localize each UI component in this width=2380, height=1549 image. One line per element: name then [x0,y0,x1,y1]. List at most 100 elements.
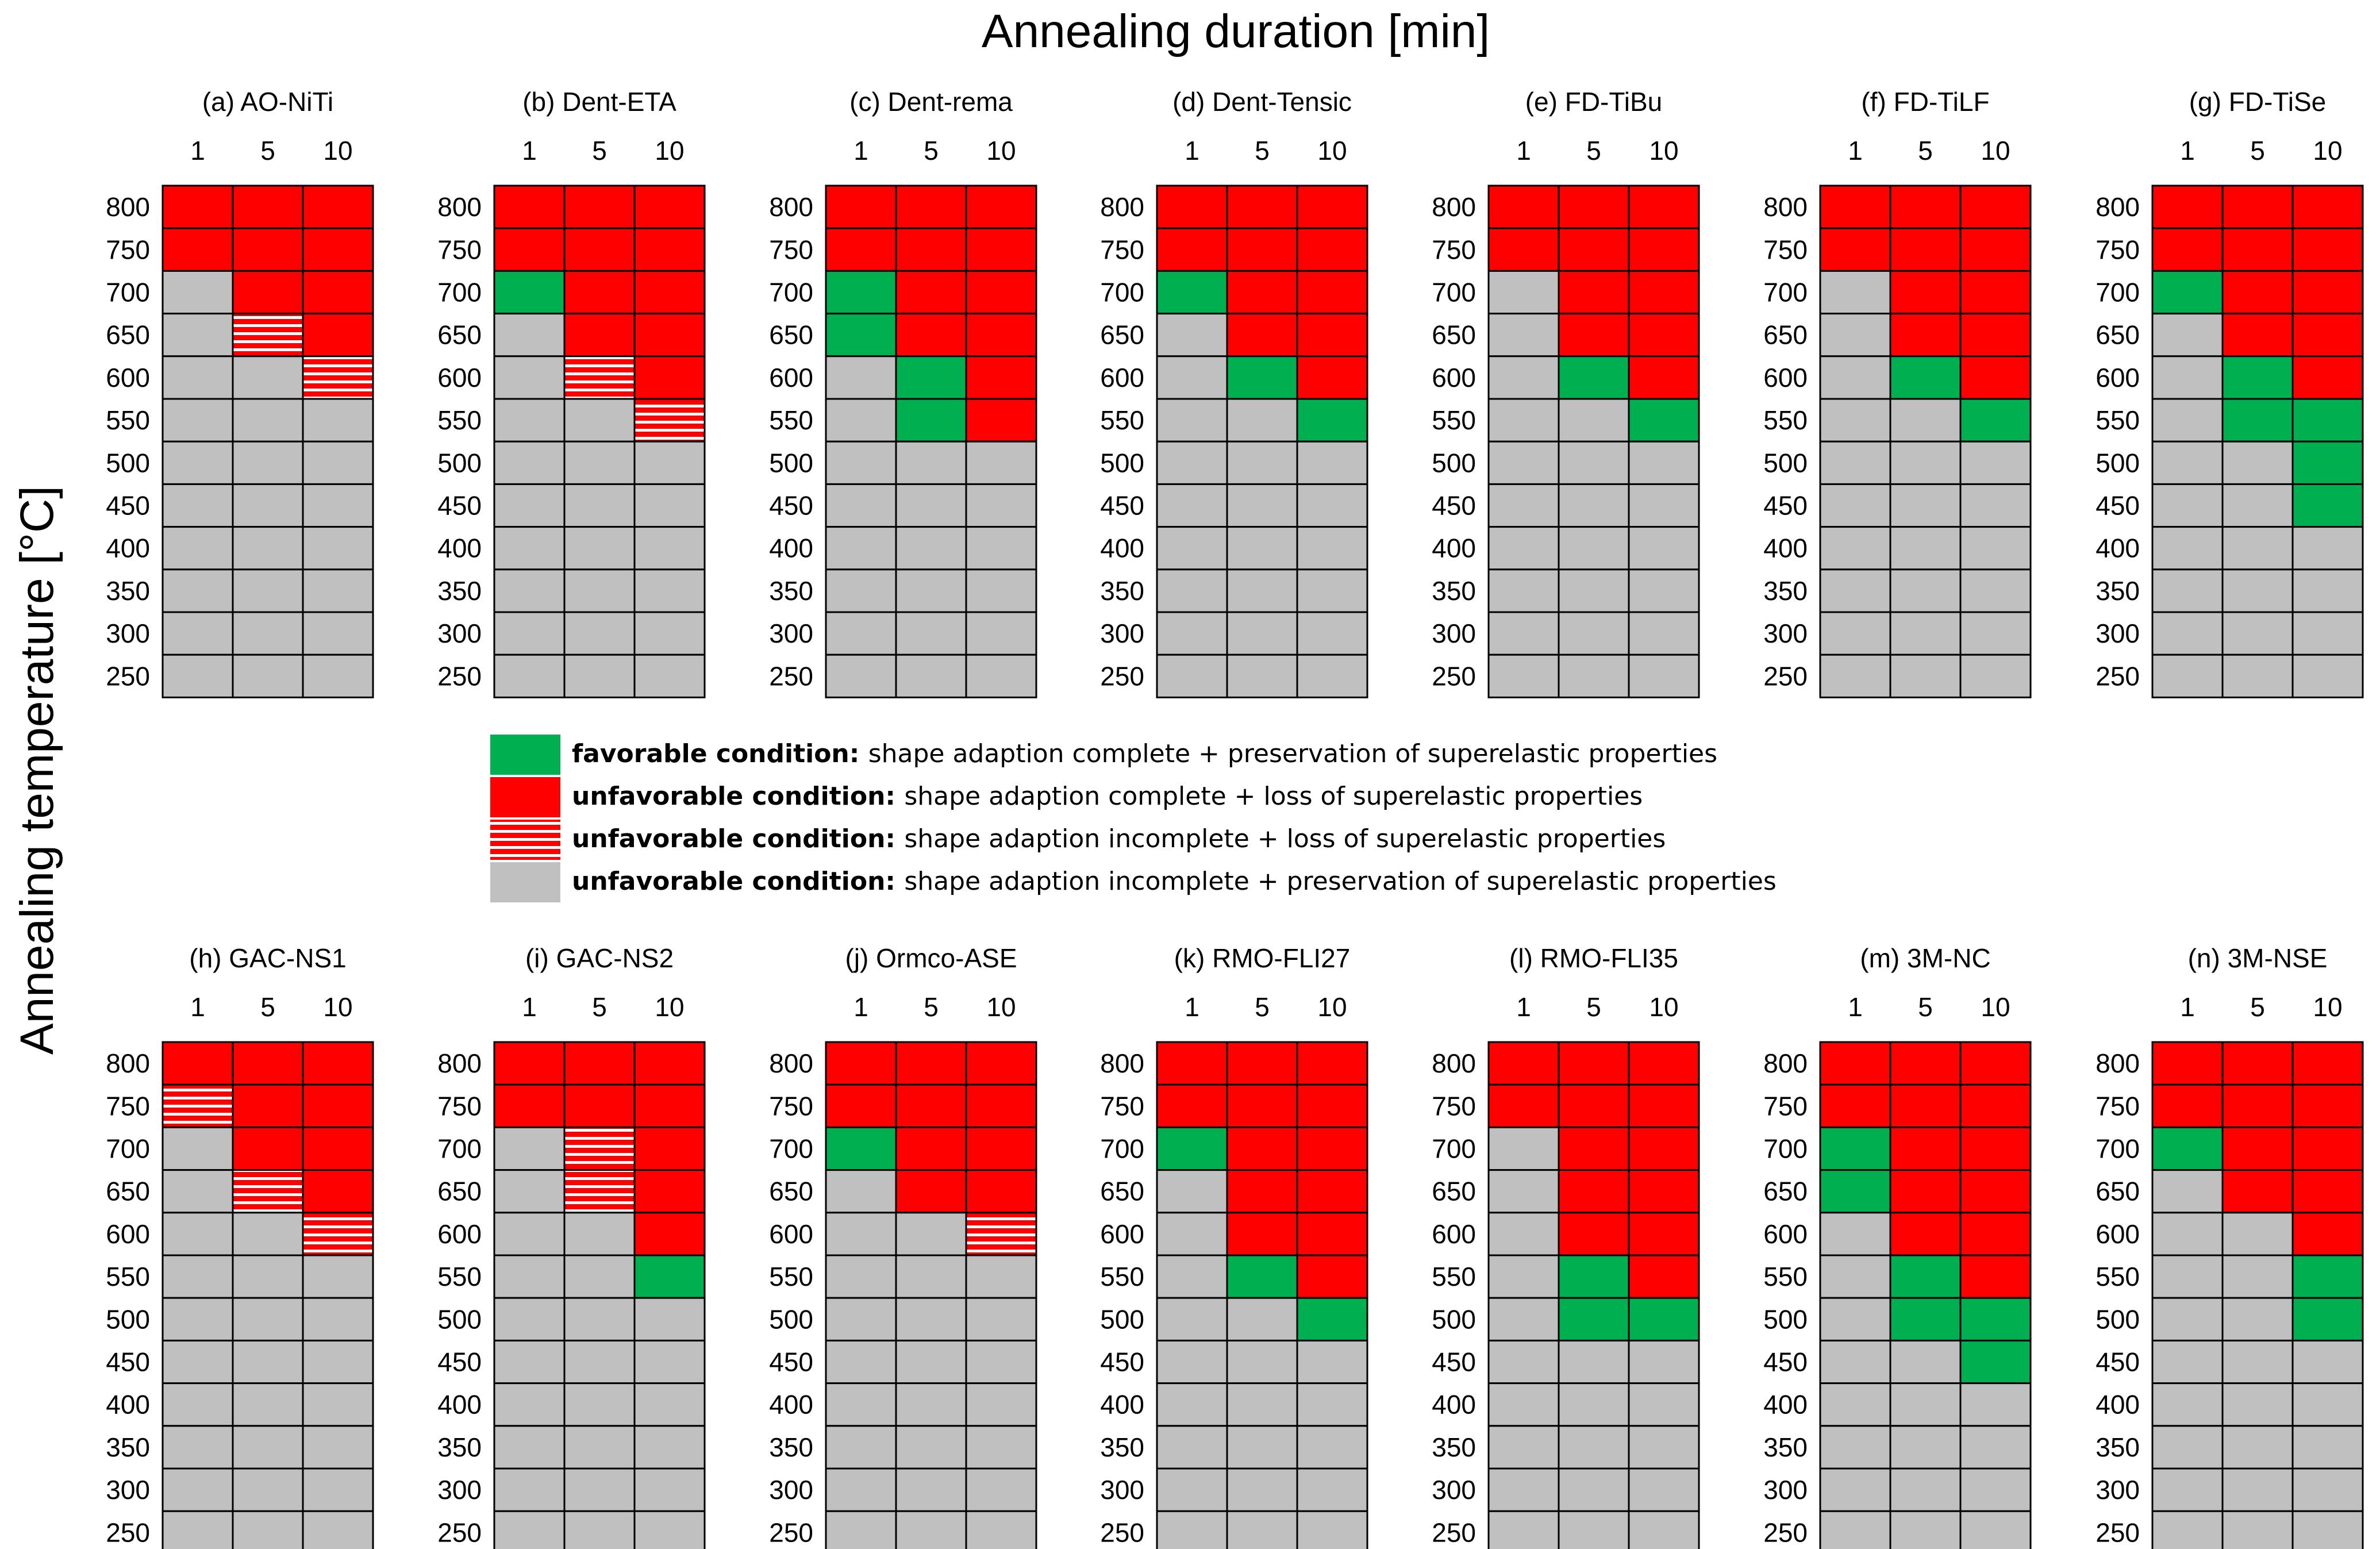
heatmap-cell [1819,1212,1891,1256]
heatmap-cell [1296,185,1368,229]
y-tick-label: 450 [437,491,482,521]
heatmap-cell [302,185,374,229]
heatmap-cell [1296,1510,1368,1549]
heatmap-cell [965,654,1037,698]
heatmap-cell [1487,185,1560,229]
heatmap-cell [965,1169,1037,1214]
heatmap-cell [1558,355,1630,400]
heatmap-cell [1296,1212,1368,1256]
heatmap-cell [302,440,374,485]
heatmap-cell [1889,1425,1962,1470]
y-tick-label: 350 [106,1432,150,1462]
y-tick-label: 650 [437,1177,482,1206]
heatmap-cell [563,1297,636,1342]
heatmap-cell [232,526,304,571]
y-tick-label: 800 [1100,1048,1144,1078]
heatmap-cell [232,1510,304,1549]
heatmap-panel: (l) RMO-FLI35 1 5 10 800 750 700 650 600 550 500 45… [1432,943,1700,1549]
heatmap-cell [895,611,967,656]
heatmap-cell [1156,1169,1228,1214]
heatmap-cell [965,1212,1037,1256]
heatmap-cell [2221,526,2294,571]
heatmap-cell [1959,1339,2032,1385]
heatmap-cell [895,1467,967,1512]
legend-condition: unfavorable condition [572,782,886,811]
heatmap-cell [1889,611,1962,656]
y-tick-label: 300 [1100,618,1144,648]
heatmap-cell [1226,313,1298,358]
heatmap-cell [825,611,897,656]
heatmap-cell [162,1297,234,1342]
y-tick-label: 800 [106,192,150,222]
heatmap-cell [232,270,304,315]
heatmap-cell [895,1297,967,1342]
heatmap-cell [1226,654,1298,698]
y-tick-label: 250 [769,661,813,691]
y-tick-label: 600 [437,363,482,393]
heatmap-cell [2151,1467,2224,1512]
heatmap-cell [162,313,234,358]
x-tick-label: 5 [592,136,607,166]
heatmap-cell [162,440,234,485]
heatmap-cell [2151,611,2224,656]
heatmap-cell [1296,1169,1368,1214]
heatmap-cell [2151,440,2224,485]
heatmap-cell [825,1169,897,1214]
heatmap-cell [825,1425,897,1470]
heatmap-cell [1487,227,1560,272]
heatmap-cell [1889,654,1962,698]
heatmap-cell [895,227,967,272]
heatmap-cell [895,483,967,528]
heatmap-cell [825,1041,897,1086]
heatmap-panel: (j) Ormco-ASE 1 5 10 800 750 700 650 600 550 500 45… [769,943,1037,1549]
heatmap-cell [1819,1254,1891,1299]
y-tick-label: 650 [2096,320,2140,350]
heatmap-cell [2151,185,2224,229]
heatmap-cell [1889,1510,1962,1549]
y-tick-label: 800 [437,192,482,222]
heatmap-cell [493,1425,566,1470]
heatmap-cell [2221,568,2294,613]
y-tick-label: 650 [1100,320,1144,350]
heatmap-cell [1889,1169,1962,1214]
heatmap-cell [1628,440,1700,485]
heatmap-cell [493,227,566,272]
heatmap-cell [1296,526,1368,571]
heatmap-cell [825,227,897,272]
heatmap-cell [1487,1297,1560,1342]
y-tick-label: 700 [437,278,482,308]
heatmap-cell [1296,355,1368,400]
heatmap-cell [1156,1126,1228,1171]
heatmap-cell [1226,611,1298,656]
y-tick-label: 800 [1100,192,1144,222]
heatmap-cell [2221,313,2294,358]
heatmap-cell [1558,1382,1630,1427]
heatmap-cell [302,398,374,443]
x-tick-label: 10 [323,136,352,166]
heatmap-cell [965,398,1037,443]
heatmap-cell [1959,1169,2032,1214]
heatmap-cell [2291,1339,2364,1385]
heatmap-cell [232,1297,304,1342]
heatmap-cell [633,1339,706,1385]
heatmap-cell [232,568,304,613]
heatmap-cell [162,568,234,613]
heatmap-cell [633,483,706,528]
heatmap-cell [1628,227,1700,272]
heatmap-cell [563,227,636,272]
heatmap-cell [1226,526,1298,571]
heatmap-cell [1558,1169,1630,1214]
heatmap-cell [965,1254,1037,1299]
heatmap-cell [633,313,706,358]
heatmap-cell [965,1382,1037,1427]
heatmap-cell [1156,398,1228,443]
panel-title: (f) FD-TiLF [1861,87,1989,117]
x-tick-label: 5 [2250,992,2265,1022]
heatmap-cell [1628,313,1700,358]
heatmap-cell [965,1041,1037,1086]
heatmap-panel: (b) Dent-ETA 1 5 10 800 750 700 650 600 550 500 450… [437,87,706,698]
heatmap-cell [1226,1041,1298,1086]
x-tick-label: 5 [260,992,275,1022]
heatmap-cell [563,270,636,315]
y-tick-label: 650 [2096,1177,2140,1206]
